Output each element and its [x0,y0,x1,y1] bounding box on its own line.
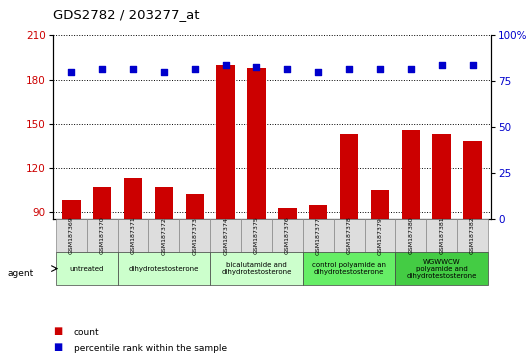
Bar [93,187,111,345]
Bar [185,194,204,345]
Bar [180,219,210,252]
Point [314,69,323,75]
Text: GSM187374: GSM187374 [223,217,228,255]
Text: GSM187375: GSM187375 [254,217,259,255]
Bar [371,190,389,345]
Text: GSM187376: GSM187376 [285,217,290,255]
Bar [432,134,451,345]
Bar [334,219,364,252]
Point [283,66,291,72]
Bar [395,252,488,285]
Text: control polyamide an
dihydrotestosterone: control polyamide an dihydrotestosterone [312,262,386,275]
Point [191,66,199,72]
Text: GSM187369: GSM187369 [69,217,74,255]
Bar [395,219,426,252]
Bar [463,142,482,345]
Bar [118,219,148,252]
Text: ■: ■ [53,342,62,352]
Bar [148,219,180,252]
Bar [278,208,297,345]
Text: GSM187373: GSM187373 [192,217,197,255]
Text: GSM187377: GSM187377 [316,217,320,255]
Bar [56,219,87,252]
Text: dihydrotestosterone: dihydrotestosterone [129,266,199,272]
Point [67,69,76,75]
Point [468,62,477,68]
Bar [62,200,81,345]
Text: WGWWCW
polyamide and
dihydrotestosterone: WGWWCW polyamide and dihydrotestosterone [407,258,477,279]
Bar [272,219,303,252]
Point [376,66,384,72]
Bar [247,68,266,345]
Bar [241,219,272,252]
Text: GSM187371: GSM187371 [130,217,136,255]
Bar [457,219,488,252]
Bar [309,205,327,345]
Text: GSM187379: GSM187379 [378,217,382,255]
Text: ■: ■ [53,326,62,336]
Text: bicalutamide and
dihydrotestosterone: bicalutamide and dihydrotestosterone [221,262,291,275]
Bar [364,219,395,252]
Text: GDS2782 / 203277_at: GDS2782 / 203277_at [53,8,199,21]
Bar [118,252,210,285]
Bar [303,219,334,252]
Text: count: count [74,328,100,337]
Text: GSM187381: GSM187381 [439,217,444,255]
Point [98,66,107,72]
Point [159,69,168,75]
Text: untreated: untreated [70,266,104,272]
Bar [87,219,118,252]
Bar [401,130,420,345]
Bar [303,252,395,285]
Text: GSM187380: GSM187380 [408,217,413,255]
Text: agent: agent [8,269,34,278]
Point [252,64,261,69]
Text: GSM187382: GSM187382 [470,217,475,255]
Point [221,62,230,68]
Bar [210,219,241,252]
Text: percentile rank within the sample: percentile rank within the sample [74,344,227,353]
Point [345,66,353,72]
Bar [216,65,235,345]
Bar [56,252,118,285]
Bar [340,134,359,345]
Bar [155,187,173,345]
Bar [426,219,457,252]
Text: GSM187370: GSM187370 [100,217,105,255]
Bar [124,178,143,345]
Text: GSM187372: GSM187372 [162,217,166,255]
Point [407,66,415,72]
Text: GSM187378: GSM187378 [346,217,352,255]
Point [129,66,137,72]
Bar [210,252,303,285]
Point [437,62,446,68]
